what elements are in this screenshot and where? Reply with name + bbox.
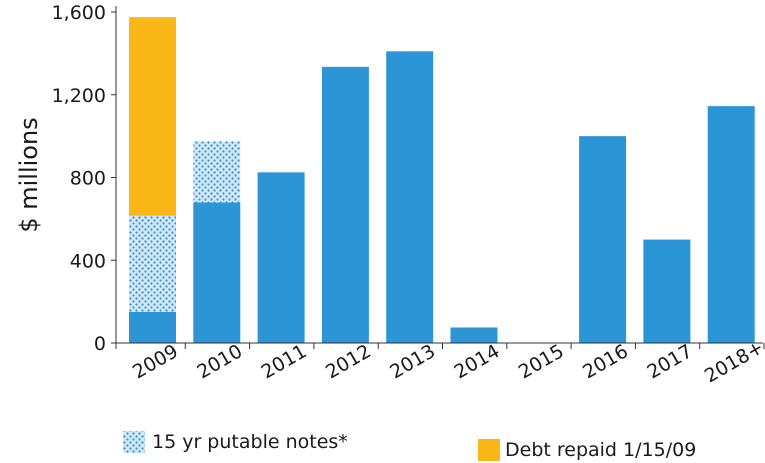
bar-putable-2009 <box>129 215 176 312</box>
bar-base-2013 <box>386 51 434 344</box>
x-tick-label: 2017 <box>643 340 696 383</box>
legend-swatch-debt-repaid <box>478 439 500 461</box>
x-tick-label: 2018+ <box>701 336 765 387</box>
bar-base-2012 <box>321 66 369 344</box>
legend: 15 yr putable notes* Debt repaid 1/15/09 <box>123 431 696 461</box>
x-tick-label: 2016 <box>579 340 632 383</box>
x-tick-label: 2009 <box>129 340 182 383</box>
legend-label-debt-repaid: Debt repaid 1/15/09 <box>505 439 696 461</box>
bar-putable-2010 <box>193 141 241 203</box>
x-tick-label: 2013 <box>386 340 439 383</box>
bar-base-2014 <box>450 327 498 343</box>
x-tick-label: 2014 <box>451 340 504 383</box>
legend-swatch-putable-notes <box>123 431 145 453</box>
bar-base-2017 <box>643 239 691 343</box>
y-tick-label: 800 <box>70 168 106 190</box>
y-tick-label: 1,600 <box>52 2 106 24</box>
x-tick-label: 2011 <box>258 340 311 383</box>
bar-base-2009 <box>129 311 176 343</box>
y-tick-label: 1,200 <box>52 85 106 107</box>
legend-label-putable-notes: 15 yr putable notes* <box>152 431 348 453</box>
x-axis: 2009 2010 2011 2012 2013 2014 2015 2016 2017 2018… <box>115 336 765 387</box>
bar-base-2016 <box>579 136 627 343</box>
y-tick-label: 0 <box>94 333 106 355</box>
bar-base-2010 <box>193 202 241 343</box>
y-axis: 0 400 800 1,200 1,600 <box>52 2 117 355</box>
bar-repaid-2009 <box>129 17 176 216</box>
bar-base-2011 <box>257 172 305 343</box>
bars <box>129 17 755 344</box>
x-tick-label: 2010 <box>193 340 246 383</box>
y-tick-label: 400 <box>70 250 106 272</box>
bar-base-2018plus <box>707 106 755 343</box>
x-tick-label: 2012 <box>322 340 375 383</box>
y-axis-title: $ millions <box>15 117 43 232</box>
x-tick-label: 2015 <box>515 340 568 383</box>
